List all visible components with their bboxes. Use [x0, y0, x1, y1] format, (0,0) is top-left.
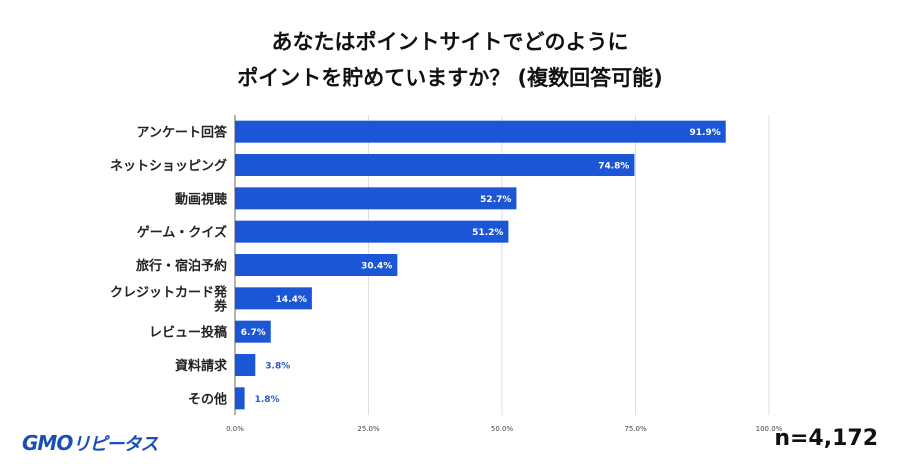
brand-logo: GMOリピータス — [22, 431, 158, 455]
x-tick-label: 25.0% — [357, 425, 380, 433]
bar — [235, 254, 398, 276]
x-tick-label: 75.0% — [624, 425, 647, 433]
data-label: 6.7% — [241, 328, 266, 338]
x-tick-label: 50.0% — [491, 425, 514, 433]
bar — [235, 320, 271, 343]
category-label: アンケート回答 — [137, 125, 228, 141]
bar — [235, 287, 312, 310]
data-label: 74.8% — [598, 162, 629, 172]
category-label: クレジットカード発券 — [110, 284, 228, 314]
category-label: ネットショッピング — [110, 158, 227, 174]
bar — [235, 120, 726, 143]
category-label: その他 — [188, 391, 227, 407]
bar — [235, 187, 517, 210]
category-label: レビュー投稿 — [149, 325, 227, 341]
category-label: 旅行・宿泊予約 — [136, 258, 227, 274]
data-label: 51.2% — [472, 228, 503, 238]
chart-title-line-2: ポイントを貯めていますか？ (複数回答可能) — [237, 66, 663, 90]
sample-size: n=4,172 — [774, 426, 878, 451]
data-label: 14.4% — [276, 295, 307, 305]
data-label: 52.7% — [480, 195, 511, 205]
data-label: 1.8% — [255, 395, 280, 405]
category-label: 動画視聴 — [175, 191, 227, 207]
bar — [235, 354, 256, 376]
bar — [235, 154, 635, 176]
category-label: 資料請求 — [175, 358, 228, 374]
bar — [235, 220, 509, 243]
chart-title-line-1: あなたはポイントサイトでどのように — [271, 30, 629, 54]
data-label: 91.9% — [690, 128, 721, 138]
data-label: 3.8% — [265, 362, 290, 372]
x-tick-label: 100.0% — [756, 425, 783, 433]
data-label: 30.4% — [361, 262, 392, 272]
category-label: ゲーム・クイズ — [137, 225, 227, 241]
bar — [235, 387, 245, 410]
x-tick-label: 0.0% — [226, 425, 244, 433]
